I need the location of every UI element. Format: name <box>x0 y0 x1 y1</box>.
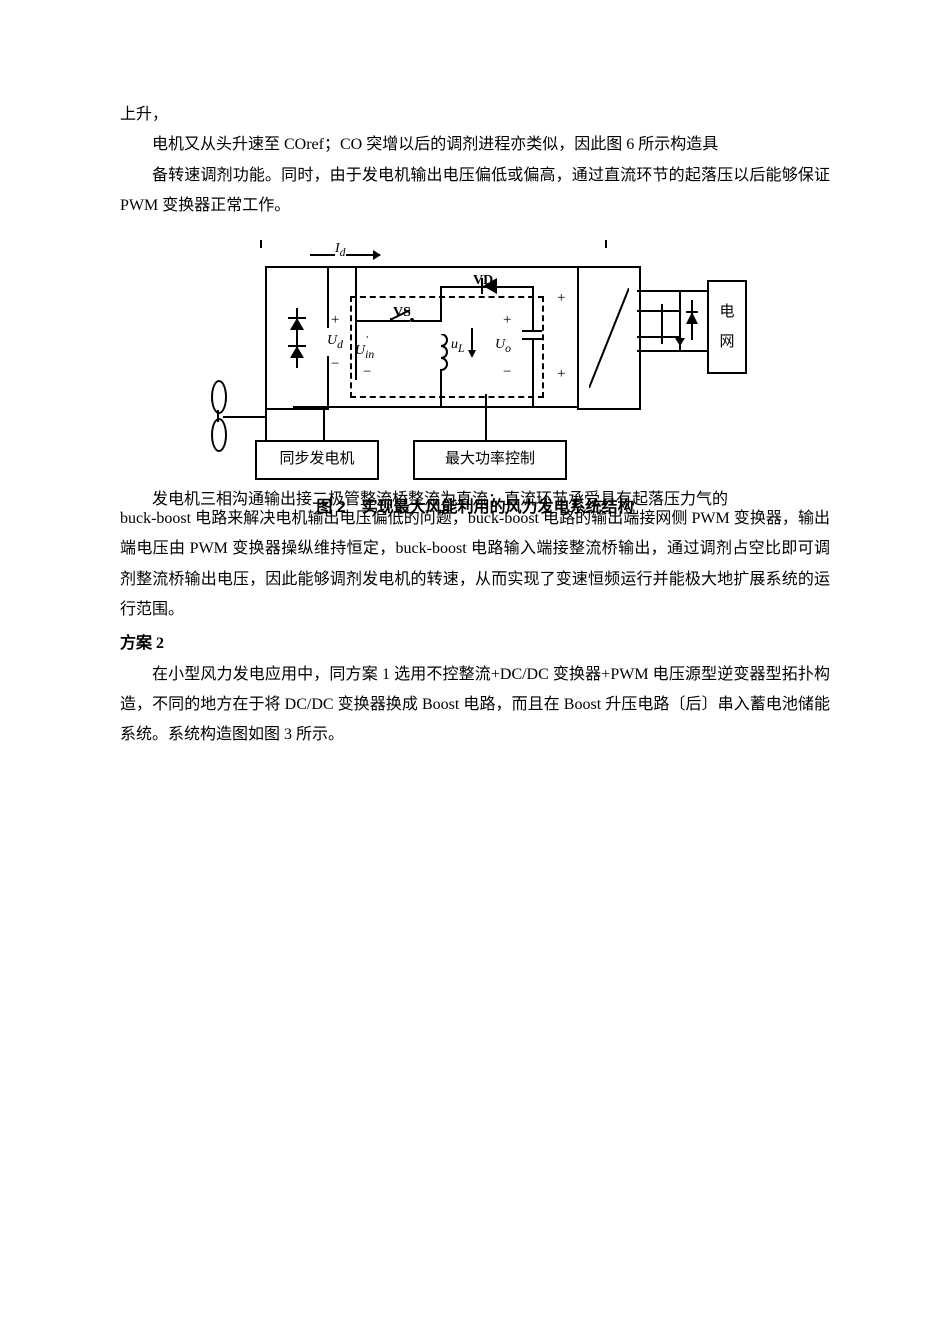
wire <box>293 406 605 408</box>
wire <box>532 338 534 406</box>
inverter-box <box>577 266 641 410</box>
diode-icon <box>483 278 497 294</box>
wire <box>637 310 663 312</box>
wire <box>355 266 357 322</box>
label-uL: uL <box>451 332 464 360</box>
overlap-block: 发电机三相沟通输出接二极管整流桥整流为直流；直流环节承受具有起落压力气的 图 2… <box>120 485 830 625</box>
figure-2: Id VD VS <box>120 240 830 511</box>
label-Id: Id <box>335 236 346 264</box>
wire <box>413 320 440 322</box>
label-Uo: Uo <box>495 332 511 360</box>
wire <box>293 266 605 268</box>
shaft <box>223 416 265 418</box>
arrow-down-icon <box>467 328 477 358</box>
rectifier-box <box>265 266 329 410</box>
generator-box: 同步发电机 <box>255 440 379 480</box>
paragraph: 在小型风力发电应用中，同方案 1 选用不控整流+DC/DC 变换器+PWM 电压… <box>120 660 830 751</box>
wire <box>679 290 681 350</box>
grid-label: 电 <box>719 297 734 327</box>
minus-icon: − <box>363 358 371 387</box>
tick <box>260 240 262 248</box>
inductor-icon <box>432 334 450 378</box>
grid-box: 电 网 <box>707 280 747 374</box>
wire <box>637 290 707 292</box>
minus-icon: − <box>503 358 511 387</box>
tick <box>605 240 607 248</box>
circuit-diagram: Id VD VS <box>195 240 755 500</box>
paragraph: 备转速调剂功能。同时，由于发电机输出电压偏低或偏高，通过直流环节的起落压以后能够… <box>120 161 830 222</box>
inverter-icon <box>589 288 629 388</box>
wire <box>485 394 487 440</box>
page-content: 上升， 电机又从头升速至 COref；CO 突增以后的调剂进程亦类似，因此图 6… <box>0 0 950 811</box>
grid-label: 网 <box>719 327 734 357</box>
paragraph: 电机又从头升速至 COref；CO 突增以后的调剂进程亦类似，因此图 6 所示构… <box>120 130 830 160</box>
diode-bar <box>481 278 483 294</box>
wire <box>532 286 534 330</box>
wire <box>355 320 357 380</box>
plus-icon: + <box>557 284 565 313</box>
plus-icon: + <box>503 306 511 335</box>
wire <box>265 406 267 440</box>
diode-icon <box>685 300 699 340</box>
heading-scheme-2: 方案 2 <box>120 629 830 659</box>
wire <box>637 336 663 338</box>
plus-icon: + <box>557 360 565 389</box>
mppt-box: 最大功率控制 <box>413 440 567 480</box>
minus-icon: − <box>331 350 339 379</box>
diode-bridge-icon <box>280 308 314 368</box>
paragraph: 上升， <box>120 100 830 130</box>
wire <box>323 406 325 440</box>
cap-plate <box>522 330 542 332</box>
wire <box>440 376 442 406</box>
figure-caption: 图 2 实现最大风能利用的风力发电系统结构 <box>120 493 830 523</box>
wire <box>440 286 442 322</box>
wire <box>637 350 707 352</box>
